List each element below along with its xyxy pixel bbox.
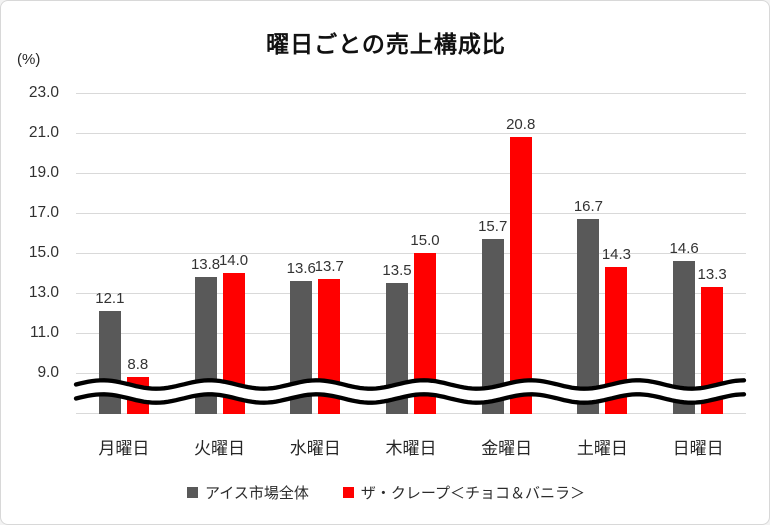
bar-value-label: 20.8 (506, 116, 536, 133)
bar-value-label: 13.3 (697, 266, 727, 283)
x-axis-baseline (76, 413, 746, 414)
y-tick-label: 19.0 (28, 164, 59, 181)
gridline (76, 133, 746, 134)
bar-value-label: 15.7 (478, 218, 508, 235)
bar-crepe (222, 273, 245, 414)
legend-item: アイス市場全体 (187, 482, 309, 503)
bar-value-label: 16.7 (573, 198, 604, 215)
axis-break-bottom-line (73, 392, 747, 405)
y-tick-label: 21.0 (28, 124, 59, 141)
legend-swatch (187, 486, 199, 498)
gridline (76, 213, 746, 214)
bar-market (481, 239, 504, 414)
axis-break-top-line (73, 378, 747, 391)
bar-market (194, 277, 217, 414)
axis-break-band (76, 380, 744, 403)
gridline (76, 253, 746, 254)
bar-value-label: 8.8 (127, 356, 149, 373)
gridline (76, 173, 746, 174)
x-axis-label: 火曜日 (194, 439, 246, 458)
gridline (76, 373, 746, 374)
y-tick-label: 13.0 (28, 284, 59, 301)
bar-value-label: 14.3 (601, 246, 632, 263)
y-tick-label: 11.0 (29, 324, 59, 341)
bar-crepe (509, 137, 532, 414)
x-axis-label: 月曜日 (98, 439, 150, 458)
x-axis-label: 金曜日 (481, 439, 533, 458)
y-tick-label: 15.0 (28, 244, 59, 261)
chart-title: 曜日ごとの売上構成比 (266, 31, 506, 57)
y-tick-label: 9.0 (37, 364, 59, 381)
legend-label: アイス市場全体 (205, 484, 309, 502)
bar-value-label: 14.6 (669, 240, 699, 257)
bar-crepe (701, 287, 724, 414)
y-tick-label: 23.0 (28, 84, 59, 101)
bar-crepe (126, 377, 149, 414)
gridline (76, 293, 746, 294)
x-axis-label: 木曜日 (385, 439, 437, 458)
x-axis-label: 土曜日 (576, 439, 628, 458)
gridline (76, 333, 746, 334)
bar-value-label: 13.8 (190, 256, 221, 273)
bar-value-label: 13.6 (286, 260, 316, 277)
legend-item: ザ・クレープ＜チョコ＆バニラ＞ (342, 482, 585, 503)
bar-market (290, 281, 313, 414)
y-tick-label: 17.0 (28, 204, 59, 221)
bar-crepe (414, 253, 436, 414)
bar-value-label: 15.0 (410, 232, 440, 249)
gridline (76, 93, 746, 94)
bar-market (673, 261, 696, 414)
y-axis-unit-label: (%) (17, 51, 41, 68)
x-axis-label: 水曜日 (289, 439, 341, 458)
x-axis-label: 日曜日 (672, 439, 724, 458)
bar-value-label: 13.5 (382, 262, 412, 279)
bar-crepe (318, 279, 341, 414)
bar-crepe (605, 267, 628, 414)
bar-value-label: 14.0 (218, 252, 249, 269)
legend-swatch (342, 486, 354, 498)
bar-market (577, 219, 600, 414)
bar-value-label: 12.1 (95, 290, 125, 307)
bar-market (386, 283, 408, 414)
legend: アイス市場全体 ザ・クレープ＜チョコ＆バニラ＞ (1, 479, 769, 505)
legend-label: ザ・クレープ＜チョコ＆バニラ＞ (360, 484, 585, 502)
bar-value-label: 13.7 (314, 258, 344, 275)
